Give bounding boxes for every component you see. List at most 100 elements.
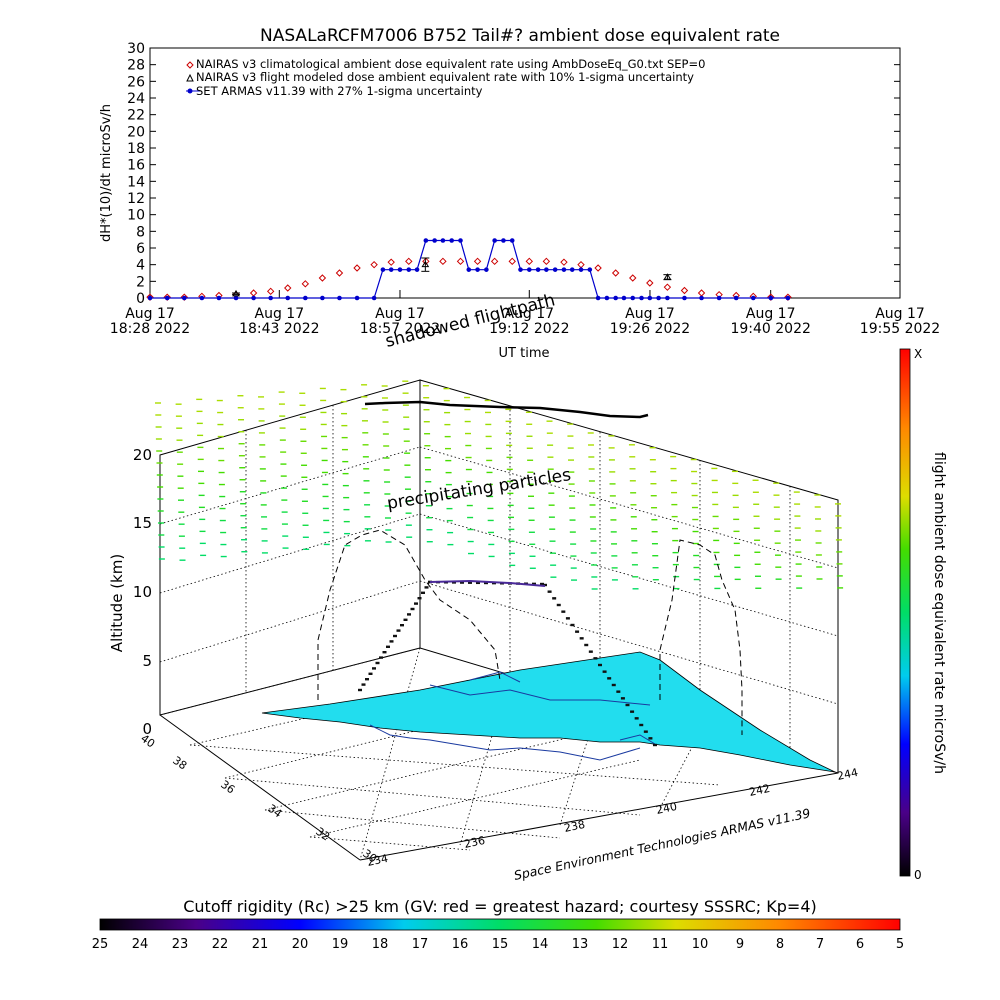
climatological-point <box>249 289 258 297</box>
flight-model-point <box>663 273 672 280</box>
right-colorbar-top-label: X <box>914 347 922 361</box>
armas-point <box>406 267 412 272</box>
lat-tick-label: 38 <box>170 754 189 773</box>
bottom-colorbar-tick-label: 18 <box>372 937 389 952</box>
armas-point <box>621 295 627 301</box>
armas-point <box>475 267 480 272</box>
climatological-point <box>387 258 395 266</box>
armas-point <box>492 238 497 243</box>
armas-point <box>750 295 756 301</box>
armas-point <box>432 238 437 243</box>
armas-point <box>768 295 774 301</box>
armas-point <box>630 295 636 301</box>
armas-point <box>303 295 308 301</box>
climatological-point <box>577 260 585 269</box>
bottom-colorbar-tick-label: 15 <box>492 937 509 952</box>
y-tick-label: 2 <box>136 274 145 290</box>
climatological-point <box>439 257 447 266</box>
x-tick-label: Aug 17 <box>375 306 425 322</box>
armas-point <box>371 295 377 301</box>
legend-entry-nairas-climatological: NAIRAS v3 climatological ambient dose eq… <box>186 57 705 71</box>
climatological-point <box>490 257 499 266</box>
flight-model-point <box>421 260 430 268</box>
y-axis-label: dH*(10)/dt microSv/h <box>99 104 114 242</box>
climatological-point <box>611 269 620 277</box>
lon-tick-label: 238 <box>563 818 586 835</box>
lon-tick-label: 240 <box>655 800 678 817</box>
right-colorbar <box>899 348 911 877</box>
armas-point <box>199 295 205 301</box>
bottom-colorbar-tick-label: 12 <box>612 937 629 952</box>
bottom-colorbar-tick-label: 8 <box>776 937 784 952</box>
x-tick-label: Aug 17 <box>746 306 796 322</box>
x-tick-label: 19:26 2022 <box>610 321 690 337</box>
map-coast-details <box>369 671 656 761</box>
climatological-point <box>560 258 568 266</box>
climatological-point <box>266 287 275 296</box>
climatological-point <box>405 257 413 266</box>
floor-edge-lon <box>359 772 839 861</box>
precipitating-particles <box>155 380 844 590</box>
x-tick-label: Aug 17 <box>875 306 925 322</box>
armas-point <box>147 295 153 301</box>
z-axis: 0 5 10 15 20 Altitude (km) <box>108 446 152 738</box>
lon-tick-label: 236 <box>463 834 486 851</box>
lat-axis: 40 38 36 34 32 30 <box>138 732 379 866</box>
armas-point <box>320 295 325 301</box>
x-tick-label: Aug 17 <box>125 306 175 322</box>
armas-point <box>639 295 644 301</box>
climatological-point <box>542 257 551 266</box>
legend-entry-armas: SET ARMAS v11.39 with 27% 1-sigma uncert… <box>186 84 483 98</box>
armas-point <box>656 295 661 301</box>
armas-point <box>268 295 273 301</box>
climatological-point <box>508 257 516 266</box>
right-colorbar-title: flight ambient dose equivalent rate micr… <box>931 452 947 774</box>
annotation-precipitating-particles: precipitating particles <box>386 465 573 514</box>
x-tick-label: 19:40 2022 <box>730 321 810 337</box>
bottom-colorbar-tick-label: 9 <box>736 937 744 952</box>
armas-point <box>414 267 420 272</box>
flight-track <box>358 579 657 747</box>
climatological-point <box>301 280 310 288</box>
armas-point <box>569 267 575 272</box>
y-tick-label: 6 <box>136 241 145 257</box>
x-tick-label: 18:43 2022 <box>239 321 319 337</box>
bottom-colorbar-title: Cutoff rigidity (Rc) >25 km (GV: red = g… <box>183 897 817 916</box>
climatological-point <box>629 274 637 282</box>
armas-point <box>578 267 584 272</box>
z-tick-label: 0 <box>142 720 152 738</box>
climatological-point <box>335 269 344 277</box>
lon-tick-label: 234 <box>366 852 389 869</box>
y-tick-label: 18 <box>127 141 145 157</box>
chart-title: NASALaRCFM7006 B752 Tail#? ambient dose … <box>260 26 780 46</box>
bottom-colorbar-ticks: 25 24 23 22 21 20 19 18 17 16 15 14 13 12 11 10 9 8 7 6 5 <box>92 937 904 952</box>
right-colorbar-bottom-label: 0 <box>914 868 922 882</box>
3d-panel: shadowed flightpath precipitating partic… <box>108 290 859 883</box>
armas-point <box>354 295 360 301</box>
x-tick-label: 19:12 2022 <box>489 321 569 337</box>
x-tick-label: 19:55 2022 <box>860 321 940 337</box>
y-tick-label: 0 <box>136 291 145 307</box>
armas-point <box>484 267 489 272</box>
lon-tick-label: 244 <box>836 766 859 783</box>
back-wall-left <box>159 379 421 716</box>
armas-point <box>665 295 670 301</box>
climatological-point <box>680 286 689 295</box>
armas-point <box>337 295 342 301</box>
bottom-colorbar-tick-label: 13 <box>572 937 589 952</box>
bottom-colorbar-tick-label: 5 <box>896 937 904 952</box>
x-tick-label: 18:57 2022 <box>360 321 440 337</box>
legend-entry-nairas-flight: NAIRAS v3 flight modeled dose ambient eq… <box>186 70 694 84</box>
y-tick-label: 8 <box>136 224 145 240</box>
lat-tick-label: 34 <box>265 802 284 821</box>
y-tick-label: 20 <box>127 124 145 140</box>
bottom-colorbar <box>99 918 901 931</box>
x-tick-label: Aug 17 <box>504 306 554 322</box>
bottom-colorbar-tick-label: 23 <box>172 937 189 952</box>
bottom-colorbar-tick-label: 10 <box>692 937 709 952</box>
armas-point <box>164 295 170 301</box>
armas-point <box>388 267 394 272</box>
plot-frame <box>149 47 901 299</box>
